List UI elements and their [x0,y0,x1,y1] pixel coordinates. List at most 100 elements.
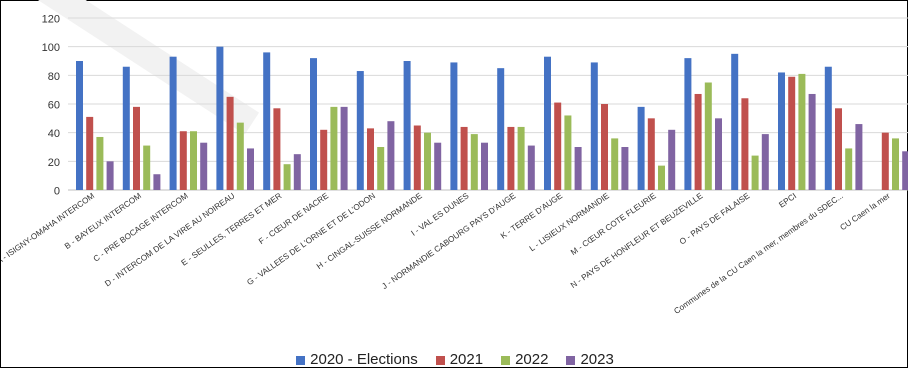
bar-2-series-1 [122,66,130,190]
bar-2-series-4 [153,174,161,190]
y-tick-label-80: 80 [48,71,60,83]
bar-1-series-3 [96,136,104,190]
bar-8-series-3 [424,132,431,190]
bar-7-series-4 [387,121,395,190]
y-tick-label-0: 0 [54,186,60,198]
bar-11-series-1 [544,56,551,191]
bar-7-series-3 [377,147,385,190]
bar-13-series-3 [658,165,665,190]
bar-11-series-2 [554,102,562,190]
bar-10-series-1 [497,68,505,190]
legend-label-2023: 2023 [580,351,614,368]
bar-14-series-1 [684,58,692,191]
bar-16-series-3 [798,73,806,190]
x-tick-label-3: C - PRE BOCAGE INTERCOM [92,191,190,263]
bar-8-series-2 [413,125,421,190]
bar-16-series-4 [808,93,816,190]
legend-label-2022: 2022 [515,351,549,368]
bar-9-series-4 [481,142,488,190]
legend-item-2021: 2021 [435,351,484,368]
bar-13-series-4 [668,129,676,190]
x-tick-label-17: Communes de la CU Caen la mer, membres d… [672,191,845,316]
bar-2-series-2 [133,106,140,190]
x-tick-label-12: L - LISIEUX NORMANDIE [528,191,612,253]
legend-swatch-2023 [566,355,576,365]
bar-14-series-2 [694,93,702,190]
bar-5-series-4 [293,154,301,190]
bar-3-series-2 [179,131,187,190]
bar-14-series-3 [704,82,712,190]
bar-18-series-2 [881,132,889,190]
bar-3-series-4 [200,142,208,190]
bar-3-series-1 [169,56,177,191]
x-tick-label-18: CU Caen la mer [838,191,891,232]
legend-swatch-2022 [501,355,511,365]
bar-6-series-1 [310,58,317,191]
bar-17-series-1 [824,66,832,190]
bar-17-series-2 [835,108,842,190]
x-tick-label-16: EPCI [777,191,798,209]
legend-item-2020: 2020 - Elections [296,352,418,368]
legend-item-2022: 2022 [501,352,548,368]
y-tick-label-60: 60 [48,100,60,112]
bar-11-series-4 [574,147,582,190]
bar-10-series-3 [517,126,525,190]
bar-6-series-2 [320,129,328,190]
bar-4-series-4 [247,148,254,190]
bar-7-series-1 [356,71,364,190]
bar-1-series-2 [86,116,94,190]
bar-7-series-2 [367,128,374,190]
bar-6-series-4 [340,106,348,190]
bar-6-series-3 [330,106,338,190]
x-tick-label-5: E - SEULLES, TERRES ET MER [180,191,284,267]
bar-3-series-3 [190,131,197,190]
bar-15-series-2 [741,98,749,190]
legend-swatch-2020 [296,355,306,365]
bar-12-series-1 [590,62,598,190]
bar-18-series-3 [892,138,899,190]
legend-item-2023: 2023 [566,351,614,368]
bar-5-series-2 [273,108,281,190]
bar-12-series-3 [611,138,619,190]
bar-15-series-3 [751,155,759,190]
bar-12-series-4 [621,147,629,190]
chart-legend: 2020 - Elections 2021 2022 2023 [1,352,908,368]
y-tick-label-40: 40 [48,128,60,140]
bar-4-series-1 [216,46,224,190]
bar-5-series-1 [263,52,271,191]
bar-18-series-4 [902,151,908,190]
x-tick-label-2: B - BAYEUX INTERCOM [63,191,143,251]
bar-11-series-3 [564,115,572,190]
y-tick-label-100: 100 [42,42,60,54]
bar-1-series-1 [76,61,83,190]
bar-12-series-2 [601,104,608,190]
bar-5-series-3 [283,164,291,190]
bar-13-series-2 [647,118,655,190]
bar-15-series-1 [731,53,739,191]
bar-8-series-1 [403,61,411,190]
bar-4-series-2 [226,96,234,190]
bar-17-series-3 [845,148,853,190]
x-tick-label-13: M - CŒUR COTE FLEURIE [569,191,658,257]
legend-label-2021: 2021 [449,351,484,368]
bar-13-series-1 [637,106,645,190]
bar-4-series-3 [236,122,244,190]
y-tick-label-20: 20 [48,157,60,169]
bar-9-series-2 [460,126,468,190]
bar-16-series-2 [788,76,796,190]
legend-swatch-2021 [435,355,445,365]
bar-2-series-3 [143,145,151,190]
bar-14-series-4 [715,118,722,190]
y-tick-label-120: 120 [42,14,60,26]
bar-17-series-4 [855,124,863,190]
bar-9-series-3 [470,134,478,190]
bar-10-series-2 [507,126,515,190]
x-tick-label-1: A - ISIGNY-OMAHA INTERCOM [1,191,96,266]
bar-10-series-4 [527,145,535,190]
bar-8-series-4 [434,142,442,190]
legend-label-2020: 2020 - Elections [310,351,418,368]
bar-15-series-4 [761,134,769,190]
bar-1-series-4 [106,161,114,190]
